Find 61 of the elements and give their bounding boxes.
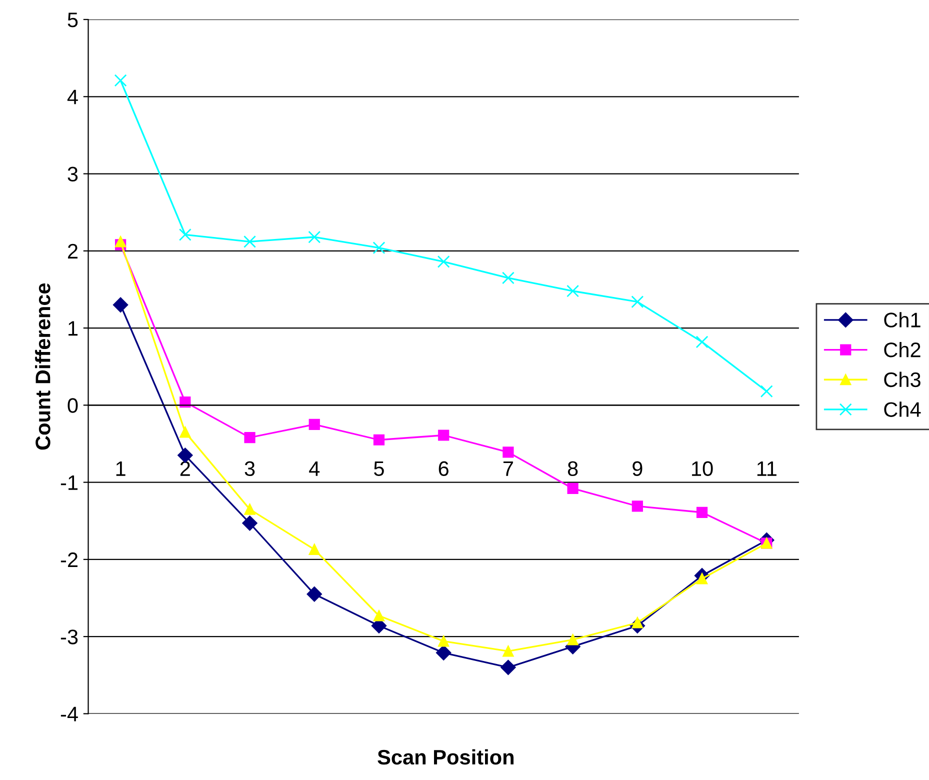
point [696, 336, 708, 348]
x-tick-label: 11 [757, 461, 776, 476]
y-tick-label: -2 [60, 552, 78, 567]
point [436, 645, 452, 660]
point [696, 506, 708, 518]
point [115, 236, 126, 248]
point [372, 242, 386, 254]
point [438, 430, 450, 441]
legend-label: Ch2 [884, 342, 920, 358]
point [244, 432, 256, 444]
y-tick-label: 2 [68, 244, 78, 258]
point [502, 272, 514, 284]
point [306, 586, 322, 602]
x-tick-label: 3 [244, 461, 255, 476]
x-tick-label: 6 [438, 461, 448, 476]
x-tick-label: 9 [632, 461, 642, 476]
x-tick-label: 8 [568, 461, 578, 476]
y-tick-label: 3 [68, 166, 78, 182]
legend-label: Ch1 [884, 312, 920, 328]
point [373, 610, 385, 622]
y-tick-label: 1 [68, 321, 78, 336]
point [502, 446, 514, 458]
point [567, 634, 578, 646]
y-axis-title: Count Difference [35, 283, 50, 450]
point [437, 255, 450, 268]
x-tick-label: 5 [374, 461, 384, 476]
point [308, 544, 320, 555]
y-tick-label: 0 [68, 398, 78, 413]
point [502, 646, 514, 657]
point [631, 296, 644, 308]
point [180, 396, 191, 408]
y-tick-label: 4 [67, 90, 78, 104]
legend-label: Ch4 [884, 402, 921, 417]
point [244, 504, 256, 515]
point [566, 284, 580, 298]
point [760, 385, 773, 398]
point [180, 426, 191, 438]
point [178, 228, 192, 241]
point [632, 500, 643, 512]
point [373, 434, 385, 446]
x-tick-label: 1 [116, 461, 126, 476]
point [438, 636, 450, 647]
point [244, 235, 256, 248]
point [567, 482, 578, 494]
x-tick-label: 4 [309, 461, 320, 476]
y-tick-label: 5 [68, 12, 78, 28]
point [308, 230, 321, 244]
y-tick-label: -3 [60, 630, 78, 644]
legend-label: Ch3 [884, 372, 920, 388]
x-tick-label: 10 [692, 461, 713, 476]
y-tick-label: -4 [60, 706, 78, 722]
x-tick-label: 2 [180, 461, 190, 476]
point [308, 418, 320, 430]
point [112, 297, 128, 312]
point [114, 74, 127, 87]
point [178, 448, 193, 463]
x-tick-label: 7 [503, 461, 513, 476]
point [242, 516, 258, 531]
y-tick-label: -1 [60, 476, 78, 490]
x-axis-title: Scan Position [378, 749, 514, 765]
point [500, 660, 516, 675]
